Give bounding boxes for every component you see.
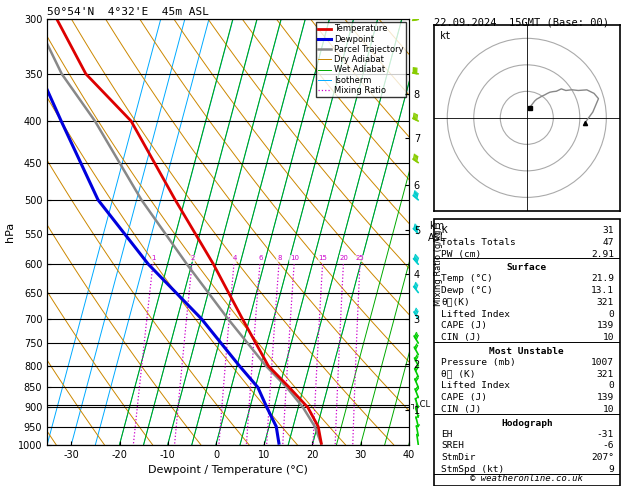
Text: 2: 2	[191, 255, 195, 261]
Text: Pressure (mb): Pressure (mb)	[442, 358, 516, 367]
Text: EH: EH	[442, 430, 453, 438]
Text: 25: 25	[356, 255, 365, 261]
Text: 0: 0	[608, 382, 614, 390]
Text: 2.91: 2.91	[591, 250, 614, 259]
Text: Surface: Surface	[507, 263, 547, 272]
Text: K: K	[442, 226, 447, 235]
Text: 139: 139	[597, 393, 614, 402]
Text: 4: 4	[232, 255, 237, 261]
Text: θᴇ (K): θᴇ (K)	[442, 369, 476, 379]
Text: -6: -6	[603, 441, 614, 451]
Text: 22.09.2024  15GMT (Base: 00): 22.09.2024 15GMT (Base: 00)	[434, 17, 609, 27]
Text: 20: 20	[339, 255, 348, 261]
Text: Most Unstable: Most Unstable	[489, 347, 564, 356]
Text: CAPE (J): CAPE (J)	[442, 321, 487, 330]
Text: 9: 9	[608, 465, 614, 474]
Text: CAPE (J): CAPE (J)	[442, 393, 487, 402]
Text: Dewp (°C): Dewp (°C)	[442, 286, 493, 295]
X-axis label: Dewpoint / Temperature (°C): Dewpoint / Temperature (°C)	[148, 465, 308, 475]
Text: 13.1: 13.1	[591, 286, 614, 295]
Text: 6: 6	[258, 255, 262, 261]
Text: ┐LCL: ┐LCL	[410, 400, 430, 409]
Y-axis label: km
ASL: km ASL	[428, 221, 446, 243]
Text: 50°54'N  4°32'E  45m ASL: 50°54'N 4°32'E 45m ASL	[47, 7, 209, 17]
Text: θᴇ(K): θᴇ(K)	[442, 298, 470, 307]
Text: 47: 47	[603, 238, 614, 247]
Text: -31: -31	[597, 430, 614, 438]
Text: StmDir: StmDir	[442, 453, 476, 462]
Text: CIN (J): CIN (J)	[442, 333, 482, 342]
Text: 21.9: 21.9	[591, 274, 614, 283]
Text: CIN (J): CIN (J)	[442, 405, 482, 414]
Y-axis label: hPa: hPa	[5, 222, 15, 242]
Text: 10: 10	[603, 405, 614, 414]
Text: 15: 15	[318, 255, 327, 261]
Text: 10: 10	[290, 255, 299, 261]
Text: 10: 10	[603, 333, 614, 342]
Text: Lifted Index: Lifted Index	[442, 310, 510, 319]
Text: kt: kt	[440, 31, 452, 41]
Text: 31: 31	[603, 226, 614, 235]
Text: 1: 1	[152, 255, 156, 261]
Text: Temp (°C): Temp (°C)	[442, 274, 493, 283]
Text: SREH: SREH	[442, 441, 464, 451]
Text: Mixing Ratio (g/kg): Mixing Ratio (g/kg)	[434, 226, 443, 306]
Text: PW (cm): PW (cm)	[442, 250, 482, 259]
Text: 1007: 1007	[591, 358, 614, 367]
Text: Hodograph: Hodograph	[501, 419, 553, 428]
Legend: Temperature, Dewpoint, Parcel Trajectory, Dry Adiabat, Wet Adiabat, Isotherm, Mi: Temperature, Dewpoint, Parcel Trajectory…	[316, 22, 406, 97]
Text: 321: 321	[597, 369, 614, 379]
Text: 8: 8	[277, 255, 282, 261]
Text: 207°: 207°	[591, 453, 614, 462]
Text: 139: 139	[597, 321, 614, 330]
Text: 321: 321	[597, 298, 614, 307]
Text: Totals Totals: Totals Totals	[442, 238, 516, 247]
Text: Lifted Index: Lifted Index	[442, 382, 510, 390]
Text: © weatheronline.co.uk: © weatheronline.co.uk	[470, 474, 583, 483]
Text: StmSpd (kt): StmSpd (kt)	[442, 465, 504, 474]
Text: 0: 0	[608, 310, 614, 319]
